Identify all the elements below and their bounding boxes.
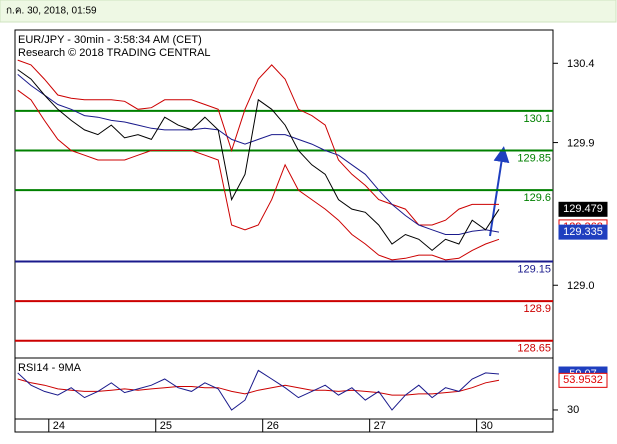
series-line <box>17 74 500 235</box>
price-marker-label: 129.479 <box>563 203 603 215</box>
plot-frame <box>14 29 554 433</box>
x-tick-label: 25 <box>160 420 172 432</box>
level-label: 130.1 <box>523 113 551 125</box>
price-marker <box>558 224 608 240</box>
level-label: 128.65 <box>517 343 551 355</box>
header-date: ก.ค. 30, 2018, 01:59 <box>6 6 97 17</box>
level-label: 129.15 <box>517 263 551 275</box>
y-tick-label: 129.9 <box>567 137 595 149</box>
y-tick-label: 130.4 <box>567 58 595 70</box>
price-marker <box>558 201 608 217</box>
series-line <box>17 89 500 261</box>
forecast-arrow <box>489 146 510 237</box>
chart-subtitle: Research © 2018 TRADING CENTRAL <box>18 47 211 59</box>
y-tick-label: 30 <box>567 404 579 416</box>
rsi-title: RSI14 - 9MA <box>18 362 82 374</box>
price-marker-label: 53.9532 <box>563 374 603 386</box>
series-line <box>17 369 500 411</box>
header-bar <box>0 0 617 23</box>
x-tick-label: 24 <box>53 420 65 432</box>
series-line <box>17 69 500 252</box>
x-tick-label: 27 <box>374 420 386 432</box>
price-marker-label: 129.335 <box>563 226 603 238</box>
x-tick-label: 26 <box>267 420 279 432</box>
level-label: 129.85 <box>517 152 551 164</box>
level-label: 128.9 <box>523 303 551 315</box>
chart-title: EUR/JPY - 30min - 3:58:34 AM (CET) <box>18 34 202 46</box>
level-label: 129.6 <box>523 192 551 204</box>
price-marker <box>558 372 608 388</box>
x-tick-label: 30 <box>481 420 493 432</box>
y-tick-label: 129.0 <box>567 280 595 292</box>
